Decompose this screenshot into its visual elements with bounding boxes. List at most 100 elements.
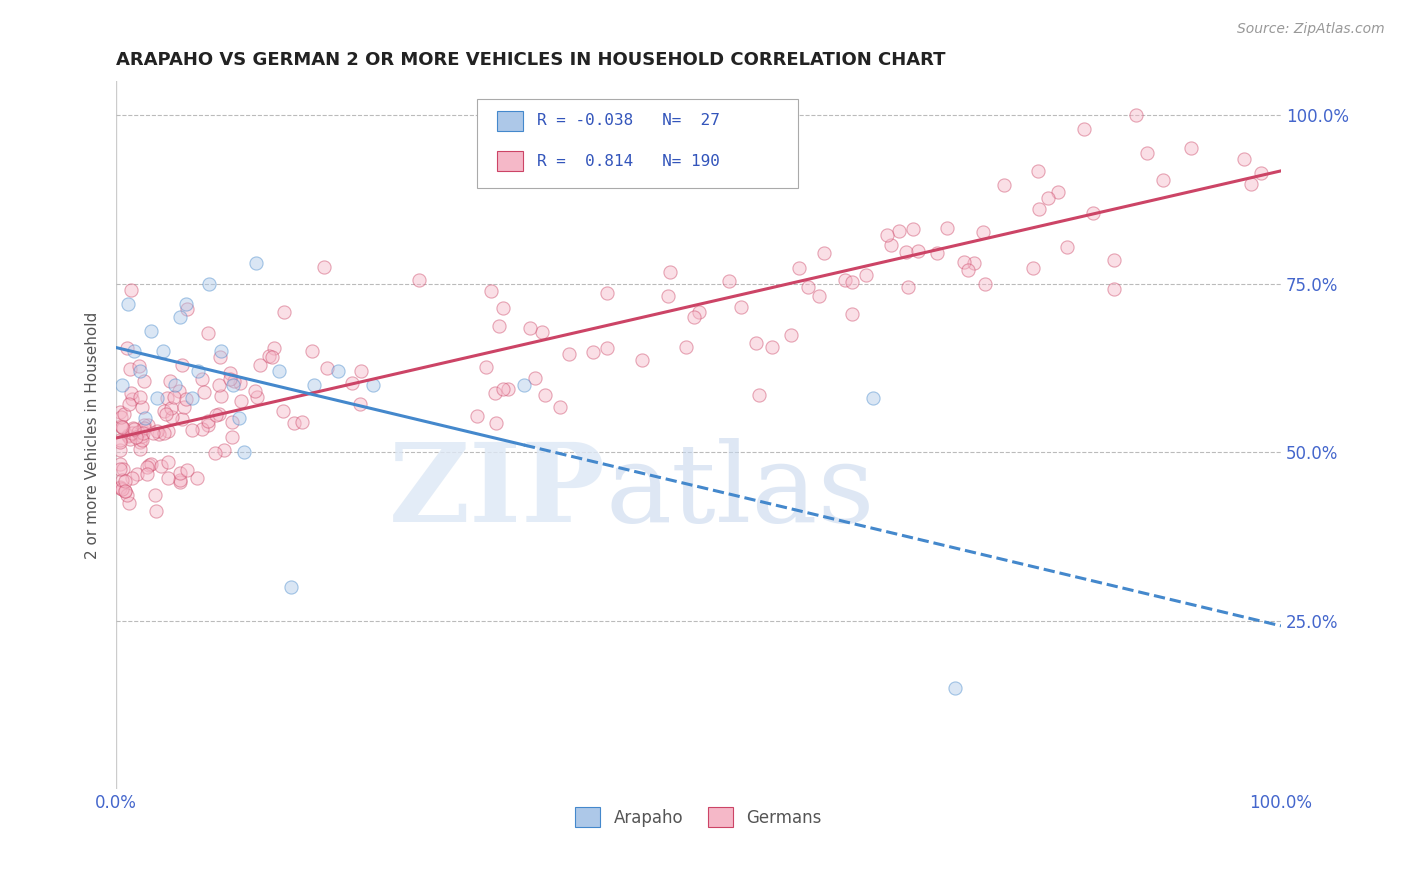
Point: [111, 420, 134, 434]
Point: [174, 297, 197, 311]
Point: [128, 359, 150, 373]
Point: [156, 392, 179, 406]
Point: [134, 421, 156, 435]
Point: [209, 344, 232, 359]
Point: [531, 325, 554, 339]
Point: [208, 407, 231, 421]
Point: [524, 371, 547, 385]
Point: [136, 459, 159, 474]
Point: [717, 274, 740, 288]
Point: [169, 310, 191, 325]
Point: [197, 326, 219, 340]
Point: [159, 374, 181, 388]
Point: [129, 390, 152, 404]
Point: [110, 442, 132, 457]
Point: [956, 263, 979, 277]
Point: [114, 474, 136, 488]
Point: [124, 422, 146, 436]
Point: [1028, 202, 1050, 216]
Point: [208, 378, 231, 392]
Point: [145, 504, 167, 518]
Point: [340, 376, 363, 391]
Point: [841, 275, 863, 289]
Point: [841, 307, 863, 321]
Point: [121, 392, 143, 406]
Point: [1233, 152, 1256, 166]
Point: [658, 265, 681, 279]
Point: [111, 473, 134, 487]
Point: [233, 445, 256, 459]
Point: [129, 435, 152, 450]
Point: [173, 400, 195, 414]
Point: [761, 340, 783, 354]
Point: [228, 411, 250, 425]
Point: [301, 343, 323, 358]
Point: [121, 471, 143, 485]
Point: [1152, 173, 1174, 187]
Point: [219, 371, 242, 385]
Point: [880, 238, 903, 252]
Point: [657, 289, 679, 303]
Point: [138, 458, 160, 473]
Point: [855, 268, 877, 282]
Point: [675, 340, 697, 354]
Point: [108, 458, 131, 472]
Text: atlas: atlas: [606, 438, 875, 545]
Y-axis label: 2 or more Vehicles in Household: 2 or more Vehicles in Household: [86, 311, 100, 559]
Point: [630, 352, 652, 367]
Point: [197, 413, 219, 427]
Point: [1102, 253, 1125, 268]
Point: [269, 364, 291, 378]
Point: [193, 385, 215, 400]
Point: [936, 221, 959, 235]
Point: [139, 457, 162, 471]
Point: [108, 434, 131, 448]
Point: [121, 425, 143, 440]
Point: [176, 302, 198, 317]
Point: [148, 426, 170, 441]
Point: [1073, 122, 1095, 136]
Point: [209, 389, 232, 403]
Point: [280, 580, 302, 594]
Point: [152, 344, 174, 359]
Point: [876, 228, 898, 243]
Point: [127, 467, 149, 482]
Point: [111, 482, 134, 496]
Point: [262, 350, 284, 364]
Point: [326, 364, 349, 378]
Point: [122, 344, 145, 359]
Point: [120, 432, 142, 446]
Point: [558, 347, 581, 361]
Point: [491, 382, 513, 396]
Point: [271, 404, 294, 418]
Point: [315, 361, 337, 376]
Point: [115, 341, 138, 355]
Point: [797, 280, 820, 294]
Point: [131, 433, 153, 447]
Point: [186, 470, 208, 484]
Point: [117, 429, 139, 443]
Point: [156, 471, 179, 485]
Point: [134, 411, 156, 425]
Point: [170, 358, 193, 372]
Point: [156, 455, 179, 469]
Point: [228, 376, 250, 391]
Point: [120, 283, 142, 297]
Point: [169, 475, 191, 489]
Point: [114, 483, 136, 498]
Point: [953, 255, 976, 269]
Point: [131, 423, 153, 437]
Point: [903, 221, 925, 235]
Point: [169, 473, 191, 487]
Point: [187, 364, 209, 378]
Point: [283, 416, 305, 430]
Point: [683, 310, 706, 325]
Point: [519, 320, 541, 334]
Point: [112, 462, 135, 476]
Point: [131, 425, 153, 440]
Point: [1022, 260, 1045, 275]
Point: [972, 225, 994, 239]
Point: [108, 481, 131, 495]
Point: [108, 480, 131, 494]
Point: [245, 256, 267, 270]
